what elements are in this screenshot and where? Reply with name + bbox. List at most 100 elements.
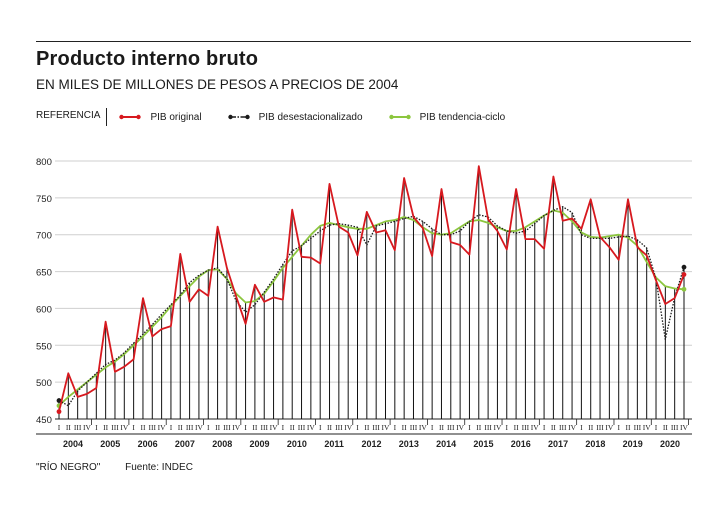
quarter-label: I: [244, 423, 247, 432]
year-label: 2005: [100, 439, 120, 449]
quarter-label: I: [655, 423, 658, 432]
year-label: 2009: [250, 439, 270, 449]
green-line-marker-icon: [388, 114, 411, 120]
quarter-label: III: [298, 423, 306, 432]
quarter-label: II: [103, 423, 108, 432]
quarter-label: IV: [568, 423, 576, 432]
legend-item-original: PIB original: [119, 112, 202, 123]
quarter-label: I: [207, 423, 210, 432]
quarter-label: III: [522, 423, 530, 432]
quarter-label: IV: [195, 423, 203, 432]
quarter-label: I: [356, 423, 359, 432]
quarter-label: I: [580, 423, 583, 432]
year-label: 2020: [660, 439, 680, 449]
legend: REFERENCIA PIB original PIB desestaciona…: [36, 108, 531, 126]
quarter-label: I: [58, 423, 61, 432]
source: Fuente: INDEC: [125, 462, 193, 473]
quarter-label: IV: [344, 423, 352, 432]
series-line-pib-original: [58, 165, 685, 412]
year-label: 2010: [287, 439, 307, 449]
series-endpoint: [681, 272, 687, 277]
series-endpoint: [56, 409, 62, 415]
quarter-label: II: [588, 423, 593, 432]
quarter-label: IV: [456, 423, 464, 432]
quarter-label: III: [223, 423, 231, 432]
quarter-label: II: [626, 423, 631, 432]
year-label: 2012: [361, 439, 381, 449]
red-line-marker-icon: [119, 114, 142, 120]
year-label: 2011: [324, 439, 344, 449]
y-tick-label: 800: [36, 157, 52, 168]
quarter-label: I: [506, 423, 509, 432]
year-label: 2008: [212, 439, 232, 449]
y-tick-label: 650: [36, 268, 52, 279]
quarter-label: III: [559, 423, 567, 432]
quarter-label: IV: [307, 423, 315, 432]
year-label: 2006: [138, 439, 158, 449]
quarter-label: IV: [605, 423, 613, 432]
y-tick-label: 750: [36, 194, 52, 205]
y-tick-label: 700: [36, 231, 52, 242]
quarter-label: IV: [643, 423, 651, 432]
year-label: 2018: [585, 439, 605, 449]
quarter-label: III: [447, 423, 455, 432]
quarter-label: I: [394, 423, 397, 432]
quarter-label: II: [551, 423, 556, 432]
quarter-label: I: [617, 423, 620, 432]
page-title: Producto interno bruto: [36, 48, 259, 70]
quarter-label: IV: [531, 423, 539, 432]
year-label: 2017: [548, 439, 568, 449]
year-label: 2007: [175, 439, 195, 449]
quarter-label: I: [132, 423, 135, 432]
legend-item-desestacionalizado: PIB desestacionalizado: [227, 112, 363, 123]
series-line-pib-desestacionalizado: [58, 206, 685, 407]
year-label: 2015: [473, 439, 493, 449]
quarter-label: II: [439, 423, 444, 432]
quarter-label: I: [431, 423, 434, 432]
series-endpoint: [56, 398, 62, 403]
quarter-label: IV: [158, 423, 166, 432]
quarter-label: II: [215, 423, 220, 432]
quarter-label: II: [252, 423, 257, 432]
quarter-label: II: [290, 423, 295, 432]
black-dotted-marker-icon: [227, 114, 250, 120]
footer: "RÍO NEGRO" Fuente: INDEC: [36, 462, 215, 473]
legend-text: PIB tendencia-ciclo: [419, 111, 506, 123]
quarter-label: III: [634, 423, 642, 432]
series-line-pib-tendencia-ciclo: [58, 209, 685, 407]
y-tick-label: 600: [36, 304, 52, 315]
quarter-label: III: [596, 423, 604, 432]
quarter-label: I: [282, 423, 285, 432]
quarter-label: I: [319, 423, 322, 432]
quarter-label: IV: [270, 423, 278, 432]
year-label: 2016: [511, 439, 531, 449]
y-tick-label: 550: [36, 341, 52, 352]
year-label: 2019: [623, 439, 643, 449]
page-subtitle: EN MILES DE MILLONES DE PESOS A PRECIOS …: [36, 77, 399, 92]
quarter-label: II: [402, 423, 407, 432]
quarter-label: I: [543, 423, 546, 432]
year-label: 2013: [399, 439, 419, 449]
year-label: 2004: [63, 439, 83, 449]
quarter-label: II: [476, 423, 481, 432]
legend-item-tendencia: PIB tendencia-ciclo: [388, 111, 506, 123]
quarter-label: I: [95, 423, 98, 432]
top-rule: [36, 41, 691, 42]
quarter-label: II: [364, 423, 369, 432]
quarter-label: IV: [419, 423, 427, 432]
quarter-label: IV: [120, 423, 128, 432]
quarter-label: III: [484, 423, 492, 432]
quarter-label: III: [149, 423, 157, 432]
quarter-label: III: [186, 423, 194, 432]
quarter-label: IV: [83, 423, 91, 432]
quarter-label: II: [178, 423, 183, 432]
quarter-label: II: [140, 423, 145, 432]
quarter-label: IV: [382, 423, 390, 432]
quarter-label: II: [66, 423, 71, 432]
year-label: 2014: [436, 439, 456, 449]
quarter-label: IV: [680, 423, 688, 432]
series-endpoint: [681, 286, 687, 292]
legend-label: REFERENCIA: [36, 108, 108, 126]
quarter-label: IV: [232, 423, 240, 432]
